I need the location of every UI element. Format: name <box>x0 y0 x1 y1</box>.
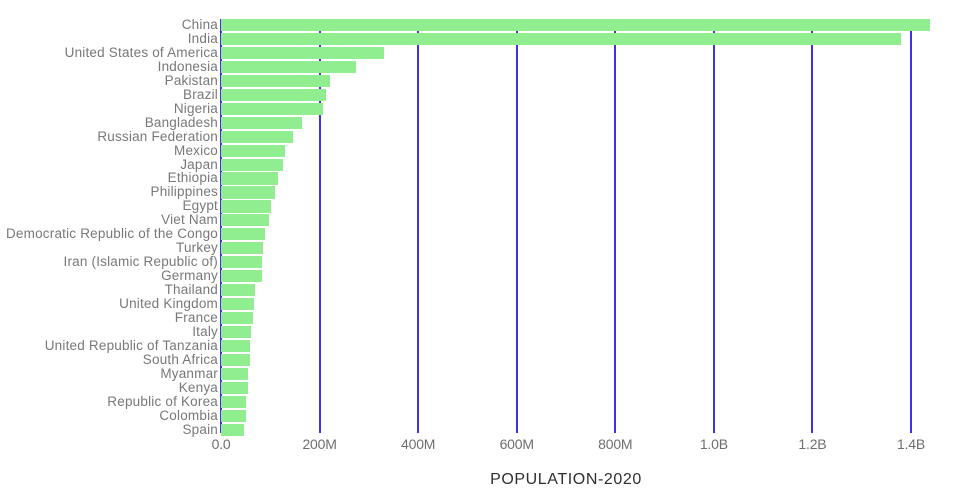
bar <box>221 74 330 87</box>
bar <box>221 256 263 269</box>
bar-label: Egypt <box>182 198 218 214</box>
bar <box>221 158 284 171</box>
bar-label: Bangladesh <box>144 114 218 130</box>
grid-line <box>811 19 814 433</box>
bar-label: Colombia <box>159 407 218 423</box>
x-tick-label: 1.4B <box>897 436 925 452</box>
bar-label: Kenya <box>178 379 218 395</box>
x-tick-label: 200M <box>302 436 337 452</box>
bar <box>221 353 251 366</box>
grid-line <box>910 19 912 433</box>
bar <box>221 102 323 115</box>
bar-label: Spain <box>182 421 218 437</box>
grid-line <box>614 19 617 433</box>
grid-line <box>712 19 715 433</box>
bar-label: Germany <box>161 268 218 284</box>
x-tick-label: 400M <box>401 436 436 452</box>
bar <box>221 46 385 60</box>
bar <box>221 409 247 422</box>
bar <box>221 116 303 129</box>
bar <box>221 367 248 380</box>
bar-label: United Kingdom <box>119 296 218 311</box>
bar-label: China <box>181 17 218 32</box>
grid-line <box>417 19 420 433</box>
bar-label: Iran (Islamic Republic of) <box>63 254 218 270</box>
bar <box>221 325 251 339</box>
bar-label: France <box>174 309 218 325</box>
bar-label: United States of America <box>64 44 218 60</box>
bar-label: India <box>187 30 218 46</box>
grid-line <box>515 19 518 433</box>
bar-label: Mexico <box>174 142 218 158</box>
bar-label: Viet Nam <box>161 212 218 228</box>
bar-label: Russian Federation <box>97 128 218 144</box>
bar-label: Brazil <box>183 86 218 102</box>
bar <box>221 395 247 408</box>
bar <box>221 88 326 101</box>
bar-label: Indonesia <box>157 58 218 74</box>
bar <box>221 423 245 436</box>
bar <box>221 284 256 297</box>
bar <box>221 60 356 74</box>
x-tick-label: 1.2B <box>798 436 827 452</box>
bar <box>221 144 285 157</box>
bar <box>221 200 272 213</box>
bar <box>221 242 263 255</box>
x-tick-label: 800M <box>598 436 633 452</box>
x-tick-label: 600M <box>499 436 534 452</box>
bar-label: Turkey <box>176 240 218 256</box>
bar-label: Pakistan <box>164 72 218 88</box>
bar <box>221 298 255 311</box>
bar <box>221 130 293 143</box>
bar-label: Ethiopia <box>167 170 218 186</box>
bar-label: Thailand <box>164 282 218 298</box>
bar-label: South Africa <box>142 351 218 367</box>
bar <box>221 228 266 241</box>
bar <box>221 270 263 283</box>
x-tick-label: 1.0B <box>699 436 728 452</box>
grid-line <box>318 19 321 433</box>
bar-label: Nigeria <box>173 100 218 116</box>
bar-label: Japan <box>180 156 218 172</box>
bar <box>221 186 276 199</box>
bar <box>221 172 278 185</box>
bar-label: Democratic Republic of the Congo <box>5 226 218 242</box>
bar-label: Republic of Korea <box>107 393 218 409</box>
bar <box>221 19 931 32</box>
bar <box>221 214 269 227</box>
x-axis-title: POPULATION-2020 <box>490 471 642 488</box>
bar <box>221 381 248 394</box>
x-tick-label: 0.0 <box>211 436 231 452</box>
bar-label: United Republic of Tanzania <box>44 337 218 353</box>
bar <box>221 32 902 46</box>
bar <box>221 311 254 325</box>
bar-label: Myanmar <box>160 365 218 381</box>
bar <box>221 339 251 353</box>
bar-label: Italy <box>192 323 218 339</box>
bar-label: Philippines <box>150 184 218 200</box>
